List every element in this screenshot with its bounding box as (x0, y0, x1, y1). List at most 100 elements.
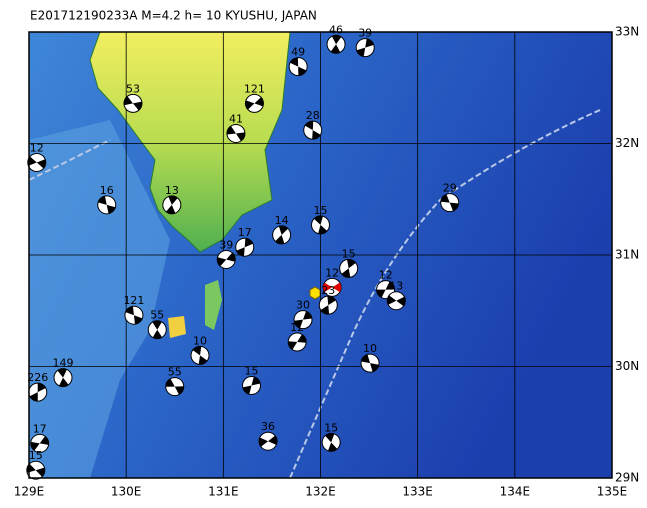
focal-mechanism (326, 34, 346, 54)
compression-quadrant (245, 97, 264, 110)
depth-label: 15 (342, 247, 356, 260)
depth-label: 55 (150, 309, 164, 322)
focal-mechanism (97, 195, 117, 215)
focal-mechanism (360, 353, 380, 373)
depth-label: 121 (123, 294, 144, 307)
depth-label: 55 (168, 366, 182, 379)
focal-mechanism (123, 93, 143, 113)
depth-label: 149 (53, 357, 74, 370)
compression-quadrant (341, 259, 356, 278)
trench (28, 139, 111, 181)
focal-mechanism (235, 237, 255, 257)
lon-label: 132E (305, 485, 336, 499)
compression-quadrant (242, 376, 261, 395)
lat-label: 33N (615, 25, 639, 39)
compression-quadrant (236, 238, 253, 257)
compression-quadrant (27, 156, 46, 169)
focal-mechanism (386, 291, 406, 311)
compression-quadrant (226, 126, 245, 141)
focal-mechanism (53, 368, 73, 388)
focal-mechanism (226, 123, 246, 143)
compression-quadrant (320, 296, 336, 315)
trench (289, 109, 601, 479)
lat-label: 31N (615, 248, 639, 262)
compression-quadrant (152, 320, 163, 339)
focal-mechanism (287, 332, 307, 352)
compression-quadrant (305, 121, 321, 140)
focal-mechanism (216, 249, 236, 269)
compression-quadrant (30, 436, 49, 451)
compression-quadrant (440, 194, 459, 211)
depth-label: 12 (30, 141, 44, 154)
depth-label: 36 (261, 420, 275, 433)
compression-quadrant (330, 35, 342, 54)
lon-label: 134E (500, 485, 531, 499)
focal-mechanism (258, 431, 278, 451)
shelf (29, 120, 170, 478)
depth-label: 49 (291, 46, 305, 59)
focal-mechanism (28, 382, 48, 402)
compression-quadrant (356, 38, 374, 57)
focal-mechanism (322, 277, 342, 297)
compression-quadrant (259, 435, 278, 447)
depth-label: 13 (389, 280, 403, 293)
focal-mechanism (311, 215, 330, 235)
depth-label: 29 (443, 182, 457, 195)
focal-mechanism (244, 93, 264, 113)
lon-label: 133E (402, 485, 433, 499)
lon-label: 130E (111, 485, 142, 499)
focal-mechanism (242, 375, 262, 395)
frame (28, 31, 613, 479)
depth-label: 121 (244, 82, 265, 95)
depth-label: 10 (193, 334, 207, 347)
depth-label: 15 (29, 449, 43, 462)
depth-label: 46 (329, 23, 343, 36)
depth-label: 28 (306, 109, 320, 122)
compression-quadrant (376, 281, 395, 298)
depth-label: 15 (324, 421, 338, 434)
depth-label: 39 (358, 27, 372, 40)
compression-quadrant (313, 215, 328, 234)
focal-mechanism (30, 433, 50, 453)
compression-quadrant (166, 195, 178, 214)
lat-label: 30N (615, 359, 639, 373)
focal-mechanism (26, 460, 46, 480)
epicenter-star (309, 286, 321, 300)
map-title: E201712190233A M=4.2 h= 10 KYUSHU, JAPAN (30, 9, 317, 23)
lon-label: 131E (208, 485, 239, 499)
focal-mechanism (165, 377, 185, 397)
compression-quadrant (217, 252, 236, 267)
focal-mechanism (162, 195, 182, 215)
focal-mechanism (440, 193, 460, 213)
focal-mechanism (318, 295, 338, 315)
focal-mechanism (288, 57, 308, 77)
compression-quadrant (57, 368, 69, 387)
focal-mechanism (321, 432, 341, 452)
depth-label: 12 (325, 266, 339, 279)
depth-label: 15 (314, 204, 328, 217)
lat-label: 29N (615, 471, 639, 485)
compression-quadrant (275, 225, 289, 244)
depth-label: 15 (245, 364, 259, 377)
compression-quadrant (325, 433, 338, 452)
depth-label: 53 (126, 82, 140, 95)
compression-quadrant (192, 346, 208, 365)
compression-quadrant (125, 306, 143, 325)
compression-quadrant (323, 282, 342, 292)
depth-label: 12 (379, 269, 393, 282)
focal-mechanism (27, 152, 47, 172)
focal-mechanism (339, 258, 359, 278)
compression-quadrant (29, 383, 46, 402)
depth-label: 23 (321, 284, 335, 297)
focal-mechanism (293, 310, 313, 330)
compression-quadrant (98, 196, 116, 214)
focal-mechanism (272, 225, 292, 245)
yakushima (168, 316, 186, 338)
focal-mechanism (190, 345, 210, 365)
depth-label: 226 (27, 371, 48, 384)
compression-quadrant (123, 96, 142, 111)
focal-mechanism (147, 320, 167, 340)
compression-quadrant (294, 311, 312, 329)
